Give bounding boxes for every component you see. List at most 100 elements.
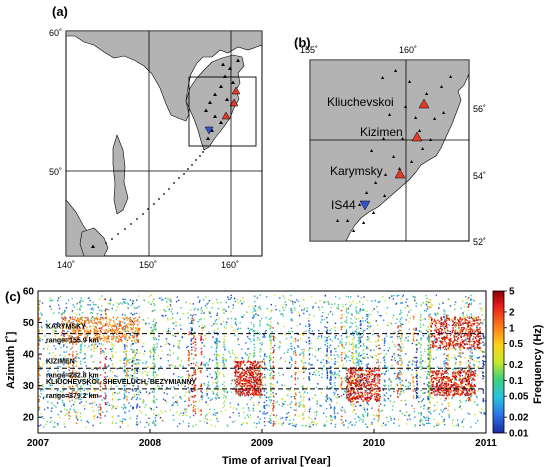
data-point (292, 302, 294, 304)
data-point (194, 370, 197, 372)
data-point (55, 379, 57, 381)
data-point (106, 410, 108, 413)
data-point (300, 394, 302, 396)
lon-tick-140: 140˚ (57, 260, 75, 270)
data-point (446, 327, 448, 329)
data-point (248, 355, 250, 357)
data-point (338, 365, 340, 367)
data-point (322, 359, 324, 361)
data-point (421, 366, 424, 368)
data-point (325, 415, 328, 418)
data-point (326, 349, 328, 351)
data-point (40, 388, 42, 391)
data-point (447, 405, 450, 407)
data-point (75, 411, 77, 413)
data-point (89, 299, 91, 302)
data-point (427, 358, 430, 360)
data-point (204, 363, 206, 365)
data-point (483, 319, 485, 321)
data-point (256, 378, 258, 381)
data-point (257, 373, 260, 376)
data-point (104, 363, 106, 365)
data-point (282, 422, 285, 424)
data-point (259, 410, 261, 413)
data-point (351, 322, 354, 325)
data-point (352, 331, 354, 333)
data-point (217, 307, 219, 310)
data-point (470, 302, 472, 304)
data-point (456, 322, 459, 324)
data-point (176, 399, 178, 402)
data-point (128, 358, 131, 361)
data-point (416, 349, 418, 351)
data-point (420, 365, 422, 367)
data-point (108, 378, 110, 380)
data-point (47, 345, 49, 347)
data-point (93, 387, 95, 389)
data-point (355, 332, 358, 334)
data-point (68, 411, 70, 413)
data-point (326, 378, 328, 380)
data-point (79, 318, 82, 321)
data-point (280, 313, 282, 315)
data-point (93, 394, 95, 396)
data-point (60, 346, 62, 349)
data-point (410, 309, 412, 311)
data-point (85, 355, 87, 357)
data-point (273, 349, 275, 351)
data-point (359, 355, 362, 357)
data-point (202, 339, 205, 341)
data-point (257, 385, 259, 387)
data-point (350, 403, 352, 406)
data-point (78, 357, 80, 359)
data-point (225, 327, 227, 330)
data-point (177, 331, 179, 333)
data-point (359, 308, 362, 310)
data-point (392, 405, 394, 407)
data-point (272, 346, 274, 349)
data-point (124, 302, 126, 304)
data-point (430, 350, 432, 352)
data-point (101, 310, 103, 312)
data-point (180, 328, 182, 330)
data-point (368, 389, 371, 391)
data-point (105, 356, 108, 358)
data-point (264, 407, 266, 410)
data-point (253, 382, 255, 384)
data-point (100, 350, 102, 353)
data-point (219, 388, 222, 390)
data-point (92, 368, 95, 371)
data-point (72, 343, 74, 345)
data-point (158, 297, 161, 299)
data-point (150, 327, 152, 329)
data-point (379, 347, 381, 350)
data-point (124, 418, 127, 421)
data-point (158, 413, 160, 416)
data-point (484, 400, 486, 402)
data-point (482, 375, 484, 377)
data-point (334, 416, 336, 418)
data-point (190, 331, 193, 334)
data-point (255, 392, 258, 394)
data-point (398, 343, 400, 346)
data-point (357, 340, 360, 342)
data-point (73, 410, 76, 412)
data-point (253, 404, 255, 406)
data-point (177, 356, 180, 359)
data-point (303, 350, 305, 353)
data-point (115, 325, 118, 327)
data-point (248, 306, 250, 308)
data-point (73, 408, 75, 411)
data-point (121, 303, 123, 305)
data-point (414, 356, 416, 359)
data-point (216, 363, 219, 366)
data-point (459, 405, 461, 408)
data-point (154, 326, 156, 328)
data-point (176, 411, 178, 413)
data-point (186, 346, 188, 349)
data-point (421, 419, 424, 421)
data-point (363, 352, 365, 355)
data-point (324, 425, 327, 427)
data-point (452, 419, 454, 421)
data-point (272, 356, 275, 359)
